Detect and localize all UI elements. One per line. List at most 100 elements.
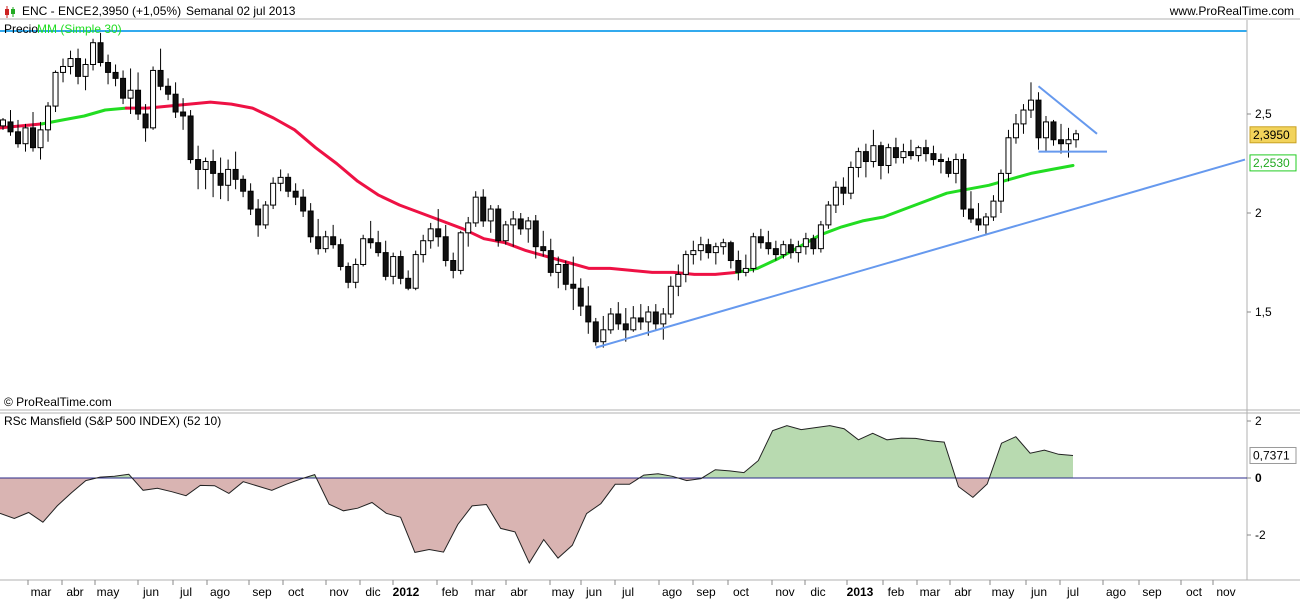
x-tick-label: ago — [1106, 585, 1126, 599]
candle-body — [735, 260, 742, 273]
candle-body — [75, 58, 82, 77]
candle-body — [352, 263, 359, 283]
candle-body — [165, 85, 172, 95]
candle-body — [697, 244, 704, 252]
x-tick-label: jul — [621, 585, 634, 599]
candle-body — [315, 236, 322, 250]
candle-body — [52, 71, 59, 107]
candle-body — [607, 313, 614, 331]
candle-body — [405, 277, 412, 289]
x-tick-label: 2012 — [393, 585, 420, 599]
candlestick-icon — [4, 5, 16, 18]
candle-body — [292, 190, 299, 198]
candle-body — [540, 246, 547, 252]
candle-body — [82, 64, 89, 77]
candle-body — [907, 151, 914, 157]
candle-body — [120, 77, 127, 99]
price-tick-label: 2 — [1255, 206, 1262, 220]
copyright: © ProRealTime.com — [4, 395, 112, 409]
candle-body — [337, 244, 344, 267]
candle-body — [420, 240, 427, 256]
ma-segment-above — [40, 106, 128, 126]
instrument-name: ENC - ENCE — [22, 4, 92, 18]
x-tick-label: sep — [696, 585, 716, 599]
candle-body — [975, 218, 982, 226]
ma-segment-above — [734, 164, 1075, 274]
candle-body — [667, 285, 674, 315]
x-tick-label: ago — [210, 585, 230, 599]
candle-body — [495, 208, 502, 242]
candle-body — [547, 250, 554, 273]
candle-body — [1035, 99, 1042, 139]
candle-body — [795, 246, 802, 254]
x-tick-label: abr — [66, 585, 83, 599]
candle-body — [112, 71, 119, 79]
last-price-box — [1249, 126, 1297, 144]
x-tick-label: mar — [31, 585, 52, 599]
candle-body — [945, 161, 952, 174]
x-tick-label: abr — [510, 585, 527, 599]
ma-segment-below — [0, 122, 44, 130]
candle-body — [97, 42, 104, 64]
candle-body — [210, 161, 217, 174]
candle-body — [922, 147, 929, 155]
legend-price: Precio — [4, 22, 38, 36]
price-tick-label: 2,5 — [1255, 107, 1272, 121]
candle-body — [390, 256, 397, 277]
candle-body — [817, 224, 824, 250]
candle-body — [510, 218, 517, 226]
x-tick-label: jul — [179, 585, 192, 599]
candle-body — [285, 176, 292, 192]
candle-body — [22, 127, 29, 145]
candle-body — [832, 186, 839, 206]
site-link[interactable]: www.ProRealTime.com — [1169, 4, 1294, 18]
candle-body — [217, 172, 224, 186]
candle-body — [967, 208, 974, 220]
candle-body — [30, 127, 37, 149]
candle-body — [810, 238, 817, 250]
legend-ma: MM (Simple 30) — [37, 22, 122, 36]
x-tick-label: may — [552, 585, 575, 599]
candle-body — [930, 153, 937, 161]
candle-body — [187, 115, 194, 161]
candle-body — [105, 62, 112, 73]
candle-body — [742, 267, 749, 273]
x-tick-label: dic — [365, 585, 380, 599]
candle-body — [135, 89, 142, 115]
x-tick-label: jun — [1030, 585, 1047, 599]
x-tick-label: mar — [475, 585, 496, 599]
candle-body — [585, 305, 592, 323]
rsc-tick-label: 0 — [1255, 471, 1262, 485]
candle-body — [915, 147, 922, 157]
x-tick-label: jun — [585, 585, 602, 599]
candle-body — [60, 65, 67, 73]
candle-body — [577, 287, 584, 307]
candle-body — [412, 254, 419, 289]
candle-body — [720, 242, 727, 248]
candle-body — [1065, 139, 1072, 145]
candle-body — [855, 151, 862, 168]
candle-body — [690, 250, 697, 256]
rsc-title: RSc Mansfield (S&P 500 INDEX) (52 10) — [4, 414, 221, 428]
candle-body — [225, 168, 232, 186]
candle-body — [885, 147, 892, 166]
candles — [0, 32, 1079, 348]
x-tick-label: feb — [888, 585, 905, 599]
period-label: Semanal 02 jul 2013 — [186, 4, 296, 18]
candle-body — [427, 228, 434, 242]
candle-body — [150, 69, 157, 129]
x-tick-label: sep — [252, 585, 272, 599]
candle-body — [307, 210, 314, 238]
x-tick-label: oct — [733, 585, 750, 599]
candle-body — [570, 283, 577, 289]
candle-body — [480, 196, 487, 222]
rsc-value-box — [1249, 446, 1297, 464]
candle-body — [487, 208, 494, 222]
candle-body — [765, 242, 772, 250]
candle-body — [322, 236, 329, 250]
candle-body — [367, 238, 374, 244]
candle-body — [457, 232, 464, 271]
candle-body — [1012, 123, 1019, 139]
candle-body — [982, 216, 989, 226]
